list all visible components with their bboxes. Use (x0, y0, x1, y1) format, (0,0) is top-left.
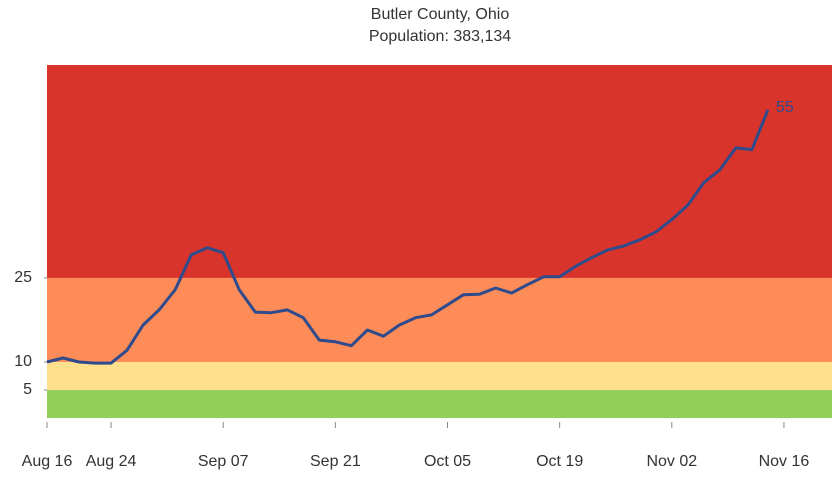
x-tick-label: Aug 16 (22, 453, 73, 470)
series-line (46, 109, 770, 365)
x-tick-label: Sep 21 (310, 453, 361, 470)
chart-subtitle: Population: 383,134 (369, 28, 511, 45)
x-tick-label: Nov 02 (646, 453, 697, 470)
x-tick-label: Oct 05 (424, 453, 471, 470)
x-tick-label: Aug 24 (86, 453, 137, 470)
y-tick-label: 5 (23, 381, 32, 398)
risk-band (47, 389, 832, 418)
y-tick-label: 10 (14, 353, 32, 370)
risk-band (47, 361, 832, 390)
x-tick-label: Nov 16 (759, 453, 810, 470)
risk-band (47, 65, 832, 278)
y-tick-label: 25 (14, 269, 32, 286)
data-label: 55 (776, 99, 794, 116)
x-tick-label: Oct 19 (536, 453, 583, 470)
x-tick-label: Sep 07 (198, 453, 249, 470)
chart-title: Butler County, Ohio (371, 6, 510, 23)
risk-band (47, 277, 832, 362)
